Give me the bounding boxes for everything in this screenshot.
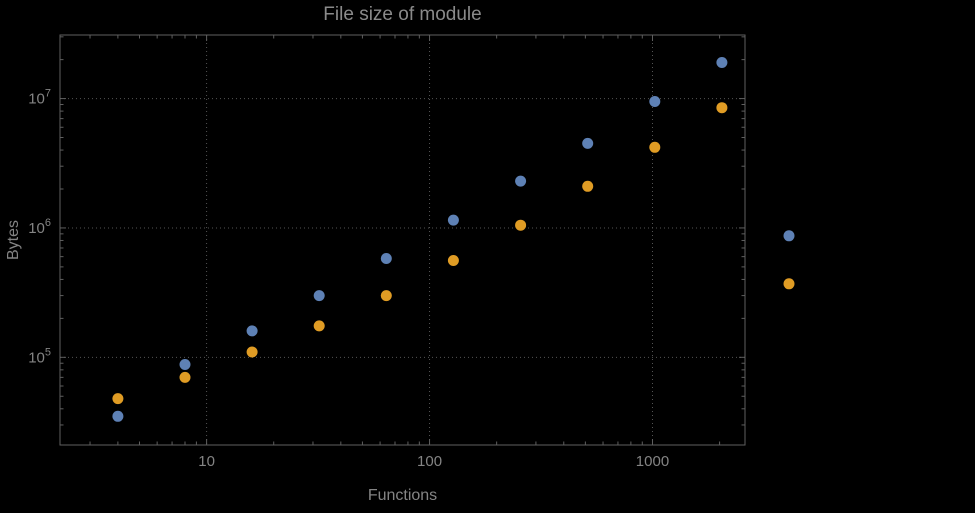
x-tick-label: 10 [198,453,215,470]
data-point-blue [380,253,392,264]
data-point-orange [716,102,728,114]
data-point-blue [179,359,191,370]
x-tick-label: 100 [417,453,442,470]
data-point-blue [649,96,661,107]
data-point-orange [515,219,527,231]
data-point-orange [582,180,594,192]
data-point-blue [447,214,459,226]
data-point-orange [783,278,795,290]
data-point-blue [783,230,795,242]
y-tick-label: 107 [28,88,51,108]
y-tick-label: 105 [28,346,51,366]
data-point-orange [112,393,124,405]
y-axis-label: Bytes [5,219,22,261]
data-point-orange [380,290,392,302]
data-point-blue [515,175,527,187]
data-point-orange [179,371,191,383]
y-tick-label: 106 [28,217,51,237]
data-point-blue [246,325,258,337]
data-point-blue [582,137,594,149]
data-point-blue [716,57,728,68]
data-point-orange [246,346,258,358]
data-point-orange [313,320,325,332]
data-point-blue [112,410,124,422]
plot-frame [59,34,746,446]
data-point-orange [447,255,459,266]
chart-title: File size of module [323,4,482,25]
data-point-blue [313,290,325,302]
x-tick-label: 1000 [636,453,669,470]
x-axis-label: Functions [367,487,438,504]
data-point-orange [649,141,661,153]
